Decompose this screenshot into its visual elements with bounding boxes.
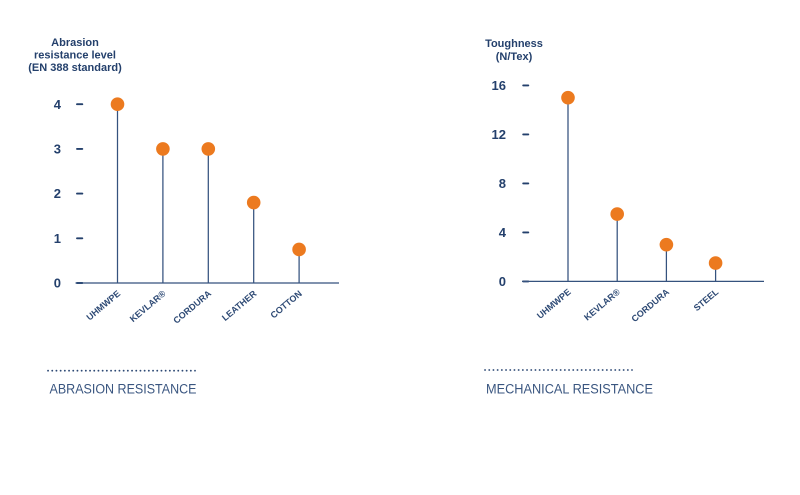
y-axis-tick-label: 12	[492, 127, 506, 142]
lollipop-marker	[246, 195, 261, 210]
chart-title-line: Toughness	[485, 38, 543, 50]
category-label: COTTON	[268, 288, 303, 320]
lollipop-marker	[156, 142, 170, 156]
chart-caption: MECHANICAL RESISTANCE	[486, 382, 653, 397]
lollipop-marker	[201, 142, 216, 156]
chart-title-line: (EN 388 standard)	[28, 62, 122, 74]
y-axis-tick-label: 16	[492, 78, 506, 93]
lollipop-marker	[708, 256, 723, 270]
lollipop-marker	[659, 237, 674, 252]
category-label: KEVLAR®	[128, 288, 168, 324]
category-label: CORDURA	[171, 288, 213, 326]
chart-title-line: Abrasion	[51, 37, 99, 49]
y-axis-tick-label: 3	[54, 142, 61, 157]
y-axis-tick-label: 4	[54, 97, 62, 112]
category-label: UHMWPE	[535, 287, 573, 321]
category-label: CORDURA	[630, 286, 672, 324]
lollipop-marker	[561, 90, 575, 105]
lollipop-marker	[292, 242, 306, 257]
y-axis-tick-label: 0	[499, 274, 506, 289]
lollipop-marker	[610, 207, 624, 221]
category-label: LEATHER	[220, 288, 259, 323]
y-axis-tick-label: 1	[54, 231, 61, 246]
chart-caption: ABRASION RESISTANCE	[50, 382, 197, 397]
category-label: UHMWPE	[84, 288, 122, 322]
y-axis-tick-label: 0	[54, 276, 61, 291]
lollipop-marker	[110, 97, 125, 111]
category-label: STEEL	[692, 286, 721, 313]
y-axis-tick-label: 4	[499, 225, 507, 240]
chart-title-line: (N/Tex)	[496, 51, 533, 63]
y-axis-tick-label: 2	[54, 186, 61, 201]
y-axis-tick-label: 8	[499, 176, 506, 191]
chart-title-line: resistance level	[34, 50, 116, 62]
category-label: KEVLAR®	[582, 287, 622, 323]
